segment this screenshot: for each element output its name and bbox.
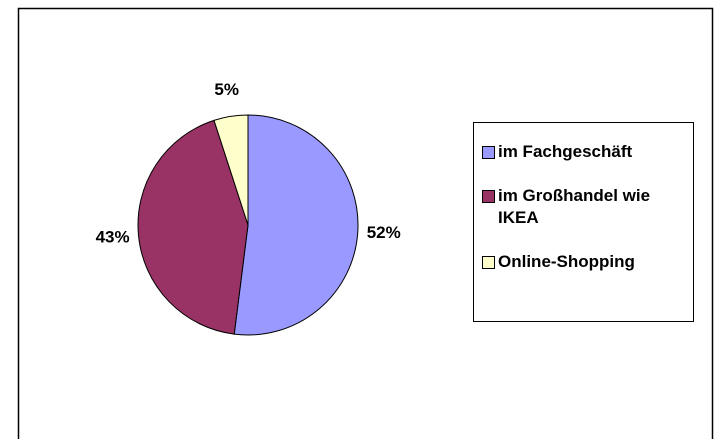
legend-label: Online-Shopping [498, 252, 635, 271]
pie-slice [233, 114, 359, 336]
chart-frame [17, 7, 714, 439]
legend-swatch [482, 146, 495, 159]
legend-entry: im Großhandel wie IKEA [482, 185, 687, 229]
legend-swatch [482, 190, 495, 203]
legend-label: im Fachgeschäft [498, 142, 633, 161]
data-label: 5% [214, 80, 239, 99]
legend-label: im Großhandel wie IKEA [498, 186, 651, 227]
legend-swatch [482, 256, 495, 269]
pie-slice [137, 119, 249, 335]
data-label: 52% [367, 223, 401, 242]
data-label: 43% [96, 227, 130, 246]
pie-slice [213, 114, 249, 226]
legend-entry: im Fachgeschäft [482, 141, 687, 163]
legend-entry: Online-Shopping [482, 251, 687, 273]
legend: im Fachgeschäft im Großhandel wie IKEA Onl… [473, 122, 694, 322]
